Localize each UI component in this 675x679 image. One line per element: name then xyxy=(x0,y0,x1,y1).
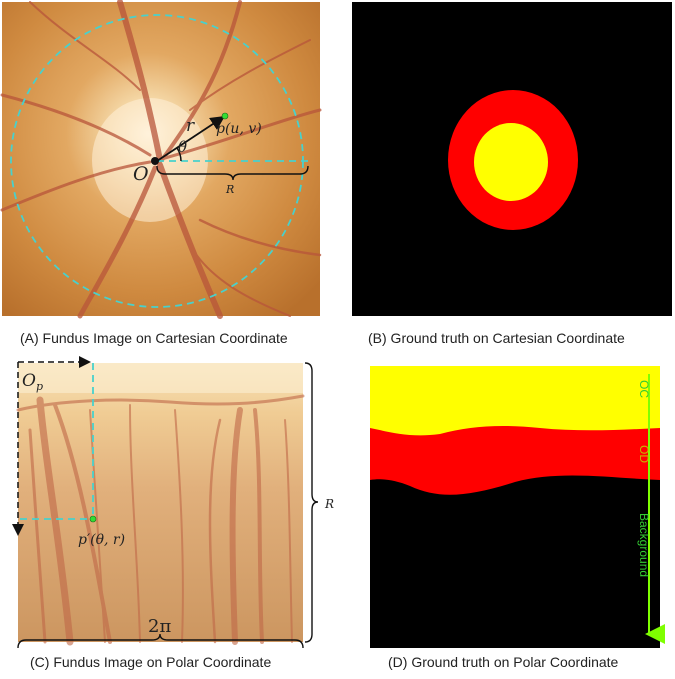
caption-c: (C) Fundus Image on Polar Coordinate xyxy=(30,654,272,670)
caption-a: (A) Fundus Image on Cartesian Coordinate xyxy=(20,330,288,346)
panel-d-polar-ground-truth: OC OD Background xyxy=(370,366,665,648)
origin-label: O xyxy=(133,163,149,185)
unwrapped-vessels xyxy=(16,394,305,646)
od-label: OD xyxy=(637,445,651,463)
panel-a-fundus-image: O r θ p(u, v) R xyxy=(0,0,322,319)
origin-point xyxy=(151,157,159,165)
sample-point xyxy=(221,112,229,120)
polar-oc-region xyxy=(370,366,660,436)
angle-arc xyxy=(176,147,182,162)
oc-label: OC xyxy=(637,380,651,398)
panel-c-polar-image: Op p′(θ, r) R 2π xyxy=(12,356,334,649)
panel-b-ground-truth xyxy=(352,2,672,316)
radius-vector xyxy=(156,116,226,162)
retinal-vessels xyxy=(0,0,322,319)
polar-origin-label: Op xyxy=(22,371,43,393)
polar-point-label: p′(θ, r) xyxy=(78,532,125,548)
optic-cup-region xyxy=(474,123,548,201)
caption-d: (D) Ground truth on Polar Coordinate xyxy=(388,654,619,670)
radius-brace-c xyxy=(304,362,319,643)
background-label: Background xyxy=(637,513,651,577)
angle-span-label: 2π xyxy=(148,616,171,637)
radius-label: R xyxy=(225,183,234,196)
mapped-point xyxy=(89,515,97,523)
polar-radius-label: R xyxy=(324,497,334,511)
angle-label: θ xyxy=(178,138,187,156)
radius-brace xyxy=(156,165,309,181)
point-label: p(u, v) xyxy=(216,121,262,137)
radius-vector-label: r xyxy=(186,116,195,136)
caption-b: (B) Ground truth on Cartesian Coordinate xyxy=(368,330,625,346)
angle-span-brace xyxy=(17,633,304,649)
